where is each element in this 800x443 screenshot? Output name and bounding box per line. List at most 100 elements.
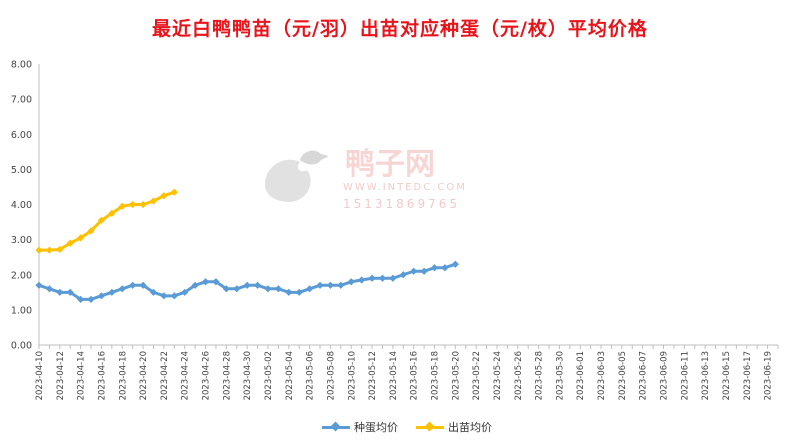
series-point-1 xyxy=(97,216,106,224)
x-tick-label: 2023-04-18 xyxy=(118,351,128,400)
x-tick-label: 2023-05-26 xyxy=(514,351,524,400)
series-point-0 xyxy=(243,281,251,289)
series-point-0 xyxy=(430,264,439,272)
series-point-0 xyxy=(399,271,407,279)
legend-label-ducklings: 出苗均价 xyxy=(448,421,492,434)
x-tick-label: 2023-06-17 xyxy=(743,351,753,400)
legend-swatch-eggs xyxy=(322,422,350,432)
series-point-1 xyxy=(35,246,43,254)
x-tick-label: 2023-06-11 xyxy=(680,351,690,400)
watermark-phone: 15131869765 xyxy=(343,197,460,211)
series-point-0 xyxy=(45,285,54,293)
series-point-0 xyxy=(233,285,241,293)
series-point-0 xyxy=(77,295,85,303)
x-tick-label: 2023-06-07 xyxy=(639,351,649,400)
x-tick-label: 2023-05-28 xyxy=(535,351,545,400)
x-tick-label: 2023-04-20 xyxy=(139,351,149,400)
series-point-1 xyxy=(160,192,168,200)
series-point-0 xyxy=(118,285,126,293)
series-point-0 xyxy=(326,281,335,289)
series-point-0 xyxy=(97,292,106,300)
y-tick-label: 4.00 xyxy=(11,200,32,211)
series-point-0 xyxy=(191,281,199,289)
series-point-0 xyxy=(170,292,178,300)
y-tick-label: 5.00 xyxy=(11,165,32,176)
y-tick-label: 2.00 xyxy=(11,270,32,281)
series-point-0 xyxy=(201,278,210,286)
series-point-0 xyxy=(274,285,282,293)
x-tick-label: 2023-05-30 xyxy=(555,351,565,400)
series-point-1 xyxy=(45,246,54,254)
x-tick-label: 2023-05-14 xyxy=(389,351,399,400)
x-tick-label: 2023-05-22 xyxy=(472,351,482,400)
chart-title: 最近白鸭鸭苗（元/羽）出苗对应种蛋（元/枚）平均价格 xyxy=(152,18,648,40)
series-point-0 xyxy=(316,281,324,289)
series-point-0 xyxy=(253,281,262,289)
watermark-logo: 鸭子网 WWW.INTEDC.COM 15131869765 xyxy=(255,140,485,224)
series-point-0 xyxy=(129,281,137,289)
y-tick-label: 3.00 xyxy=(11,235,32,246)
series-point-0 xyxy=(149,288,158,296)
series-point-0 xyxy=(285,288,293,296)
x-tick-label: 2023-04-28 xyxy=(222,351,232,400)
series-point-0 xyxy=(306,285,314,293)
x-tick-label: 2023-05-12 xyxy=(368,351,378,400)
series-point-0 xyxy=(451,260,459,268)
series-point-0 xyxy=(264,285,272,293)
series-point-0 xyxy=(389,274,397,282)
series-point-0 xyxy=(181,288,189,296)
series-point-1 xyxy=(170,188,178,196)
x-tick-label: 2023-05-16 xyxy=(410,351,420,400)
x-tick-label: 2023-05-06 xyxy=(306,351,316,400)
y-tick-label: 6.00 xyxy=(11,130,32,141)
series-point-0 xyxy=(160,292,168,300)
x-tick-label: 2023-06-03 xyxy=(597,351,607,400)
series-point-0 xyxy=(222,285,230,293)
series-point-0 xyxy=(108,288,116,296)
series-point-0 xyxy=(358,276,366,284)
y-tick-label: 0.00 xyxy=(11,341,32,352)
x-tick-label: 2023-04-24 xyxy=(181,351,191,400)
legend-item-ducklings: 出苗均价 xyxy=(416,419,492,435)
series-point-1 xyxy=(87,227,95,235)
legend-item-eggs: 种蛋均价 xyxy=(322,419,398,435)
y-tick-label: 1.00 xyxy=(11,305,32,316)
series-point-0 xyxy=(139,281,147,289)
y-tick-label: 7.00 xyxy=(11,95,32,106)
watermark-url: WWW.INTEDC.COM xyxy=(343,182,467,193)
series-point-0 xyxy=(410,267,418,275)
legend-swatch-ducklings xyxy=(416,422,444,432)
series-point-1 xyxy=(66,239,74,247)
series-point-0 xyxy=(295,288,303,296)
series-point-0 xyxy=(212,278,220,286)
duck-logo-icon xyxy=(265,150,329,202)
x-tick-label: 2023-05-08 xyxy=(326,351,336,400)
x-tick-label: 2023-06-05 xyxy=(618,351,628,400)
series-point-0 xyxy=(368,274,376,282)
x-tick-label: 2023-06-01 xyxy=(576,351,586,400)
x-tick-label: 2023-05-10 xyxy=(347,351,357,400)
x-tick-label: 2023-05-04 xyxy=(285,351,295,400)
series-point-1 xyxy=(56,245,64,254)
x-tick-label: 2023-05-24 xyxy=(493,351,503,400)
series-layer xyxy=(35,188,459,303)
x-tick-label: 2023-04-26 xyxy=(202,351,212,400)
x-tick-label: 2023-05-02 xyxy=(264,351,274,400)
x-tick-label: 2023-04-22 xyxy=(160,351,170,400)
series-point-1 xyxy=(149,197,158,205)
series-point-0 xyxy=(347,278,355,286)
x-tick-label: 2023-05-18 xyxy=(431,351,441,400)
x-tick-label: 2023-04-10 xyxy=(35,351,45,400)
x-tick-label: 2023-04-12 xyxy=(56,351,66,400)
legend: 种蛋均价 出苗均价 xyxy=(322,419,492,435)
series-point-0 xyxy=(35,281,43,289)
x-tick-label: 2023-06-15 xyxy=(722,351,732,400)
series-point-0 xyxy=(420,267,428,275)
series-point-1 xyxy=(139,200,147,209)
legend-label-eggs: 种蛋均价 xyxy=(354,421,398,434)
series-point-0 xyxy=(87,295,95,303)
y-tick-label: 8.00 xyxy=(11,60,32,71)
x-tick-label: 2023-06-19 xyxy=(764,351,774,400)
series-point-1 xyxy=(129,200,137,209)
